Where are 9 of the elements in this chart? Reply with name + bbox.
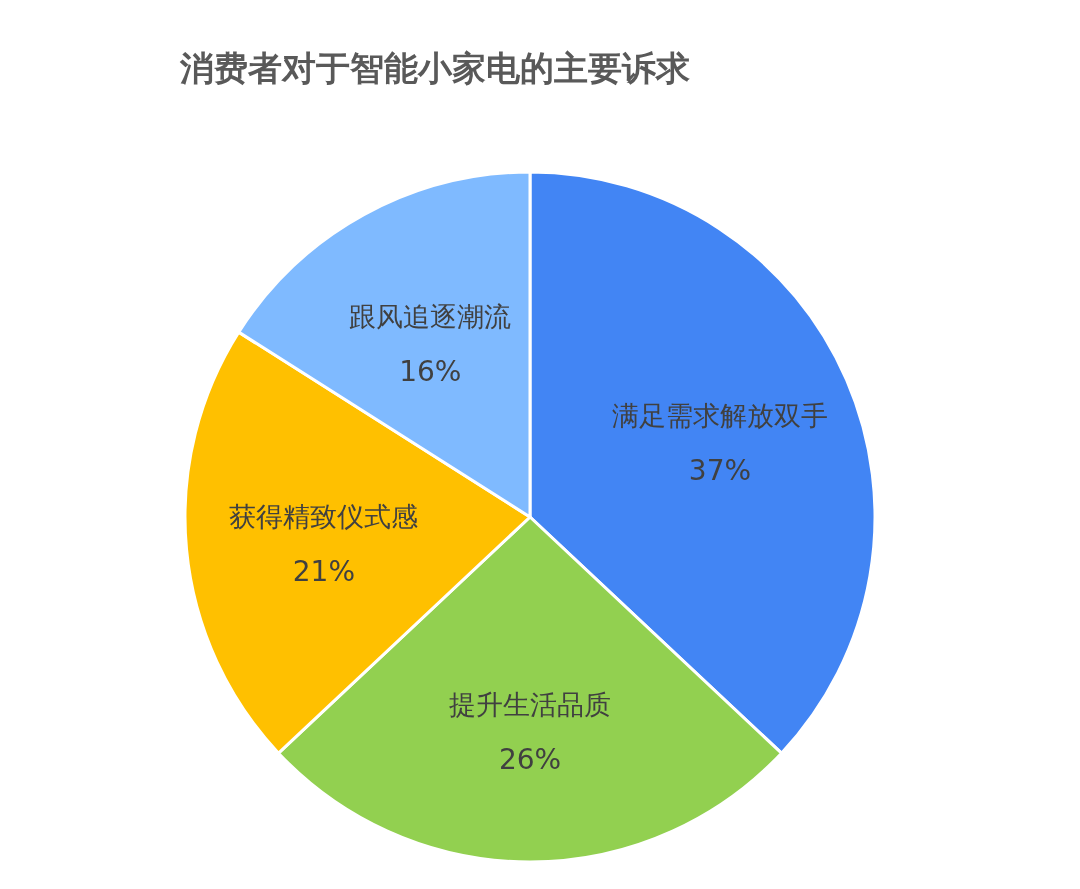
slice-label: 满足需求解放双手 [611,399,828,431]
data-label: 26% [498,743,562,776]
slice-label: 跟风追逐潮流 [349,300,512,332]
slice-label: 获得精致仪式感 [229,501,419,533]
slice-label: 提升生活品质 [449,689,611,720]
data-label: 37% [688,453,752,487]
data-label: 21% [292,555,356,589]
data-label: 16% [399,354,462,388]
chart-title: 消费者对于智能小家电的主要诉求 [179,48,690,88]
